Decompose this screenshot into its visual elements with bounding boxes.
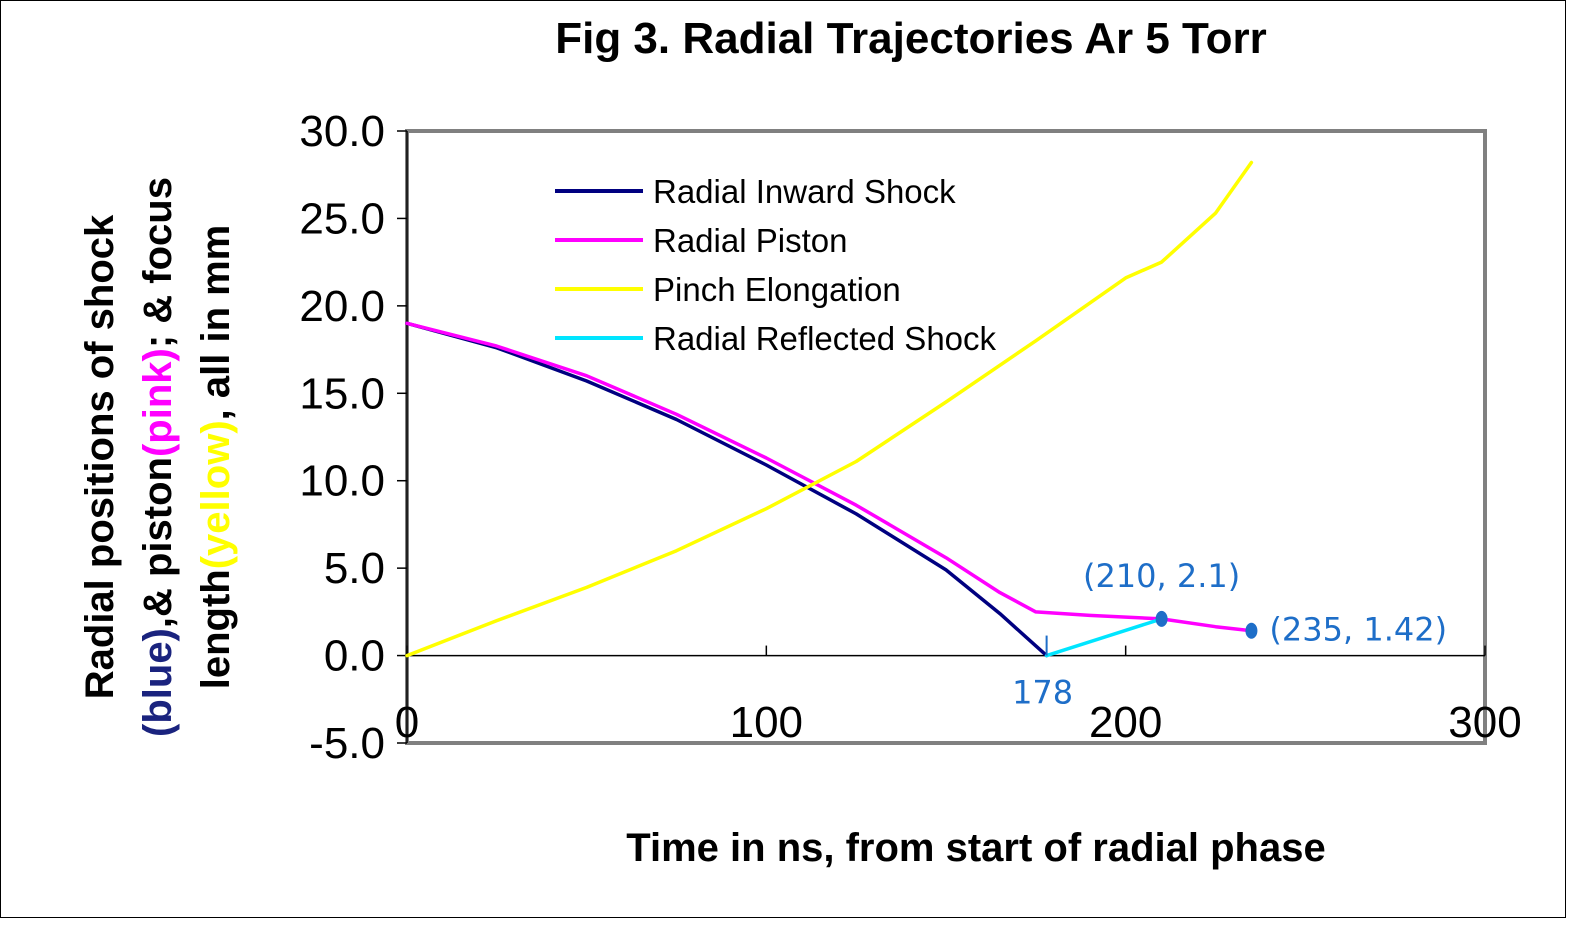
legend-label: Radial Inward Shock <box>653 173 956 210</box>
chart: Fig 3. Radial Trajectories Ar 5 Torr Rad… <box>78 14 1522 870</box>
series-line-pinch-elongation <box>405 160 1254 658</box>
x-tick-labels: 0 100 200 300 <box>395 698 1522 747</box>
y-tick-label: 30.0 <box>299 107 385 156</box>
legend-label: Radial Piston <box>653 222 847 259</box>
x-tick-label: 0 <box>395 698 419 747</box>
y-tick-marks <box>397 130 407 744</box>
y-tick-label: 10.0 <box>299 457 385 506</box>
y-tick-labels: 30.0 25.0 20.0 15.0 10.0 5.0 0.0 -5.0 <box>299 107 385 768</box>
legend-label: Radial Reflected Shock <box>653 320 997 357</box>
x-tick-label: 300 <box>1448 698 1521 747</box>
series-line-radial-reflected-shock <box>1044 617 1164 658</box>
figure-frame: Fig 3. Radial Trajectories Ar 5 Torr Rad… <box>0 0 1566 918</box>
y-axis-label-line-2-part-0: (blue) <box>136 628 180 737</box>
chart-title: Fig 3. Radial Trajectories Ar 5 Torr <box>555 14 1267 63</box>
y-axis-label-line-3-part-0: length <box>194 569 238 689</box>
x-tick-label: 100 <box>730 698 803 747</box>
annotation-marker <box>1155 610 1168 627</box>
plot-area <box>405 129 1487 745</box>
y-axis-label-line-3-part-2: , all in mm <box>194 225 238 421</box>
y-tick-label: 25.0 <box>299 194 385 243</box>
y-axis-label-line-2: (blue),& piston(pink); & focus <box>136 177 180 737</box>
y-tick-label: -5.0 <box>309 719 385 768</box>
y-axis-label-line-2-part-1: ,& piston <box>136 457 180 628</box>
y-axis-label-line-1-text: Radial positions of shock <box>78 214 122 699</box>
x-tick-label: 200 <box>1089 698 1162 747</box>
y-tick-label: 20.0 <box>299 282 385 331</box>
y-axis-label-line-1: Radial positions of shock <box>78 214 122 699</box>
annotation-label: (235, 1.42) <box>1269 611 1447 649</box>
y-axis-label-line-2-part-3: ; & focus <box>136 177 180 348</box>
annotation-marker <box>1245 622 1258 639</box>
annotations: (210, 2.1) (235, 1.42) 178 <box>1012 557 1447 712</box>
legend: Radial Inward Shock Radial Piston Pinch El… <box>555 173 997 357</box>
annotation-label: (210, 2.1) <box>1083 557 1240 595</box>
legend-label: Pinch Elongation <box>653 271 901 308</box>
y-axis-label-line-2-part-2: (pink) <box>136 348 180 457</box>
y-axis-label-line-3: length(yellow), all in mm <box>194 225 238 690</box>
y-tick-label: 15.0 <box>299 369 385 418</box>
y-axis-label-line-3-part-1: (yellow) <box>194 420 238 569</box>
series-line-radial-inward-shock <box>405 321 1049 658</box>
x-axis-label: Time in ns, from start of radial phase <box>626 826 1325 870</box>
y-tick-label: 0.0 <box>324 632 385 681</box>
y-tick-label: 5.0 <box>324 544 385 593</box>
annotation-label: 178 <box>1012 674 1073 712</box>
